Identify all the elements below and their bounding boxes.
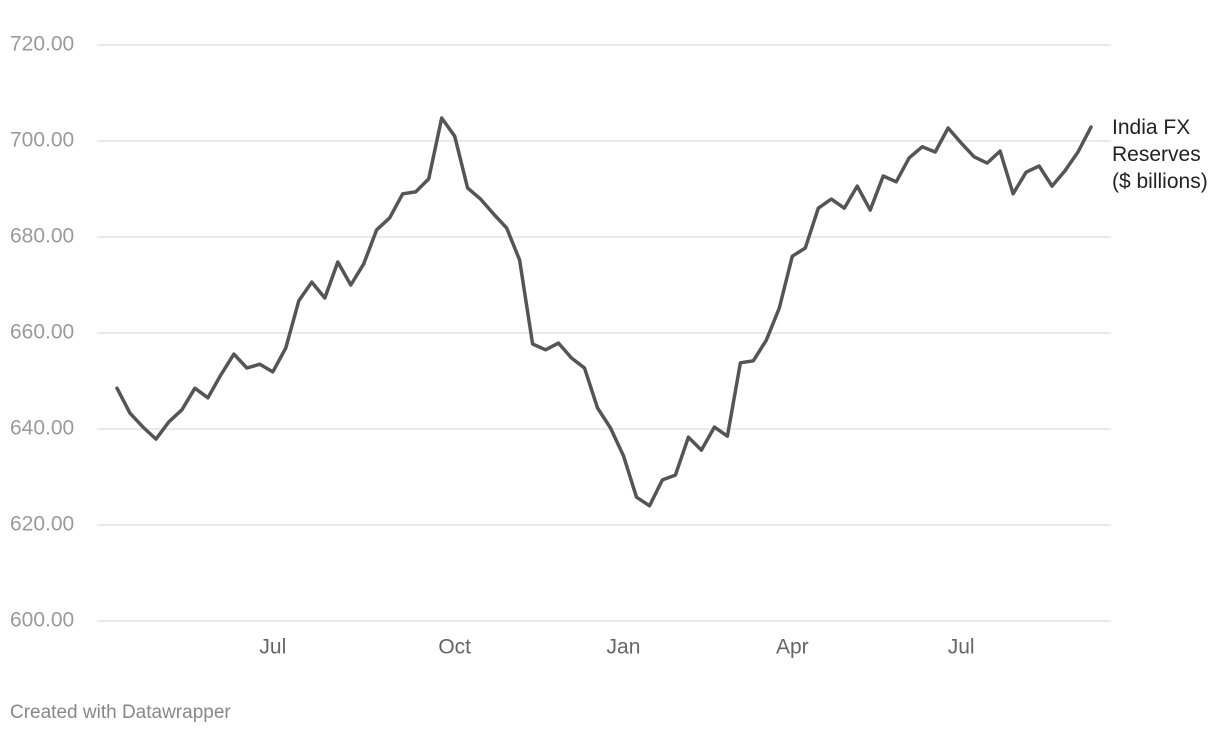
- x-tick-label: Jul: [259, 636, 286, 659]
- y-tick-label: 660.00: [10, 321, 74, 344]
- x-tick-label: Jul: [948, 636, 975, 659]
- y-tick-label: 640.00: [10, 417, 74, 440]
- y-tick-label: 720.00: [10, 33, 74, 56]
- line: [115, 116, 1093, 508]
- x-tick-label: Apr: [776, 636, 809, 659]
- x-tick-label: Jan: [607, 636, 641, 659]
- y-tick-label: 700.00: [10, 129, 74, 152]
- y-tick-label: 680.00: [10, 225, 74, 248]
- y-tick-label: 600.00: [10, 609, 74, 632]
- series-label: India FX Reserves ($ billions): [1112, 116, 1208, 193]
- x-tick-label: Oct: [438, 636, 471, 659]
- footer: Created with Datawrapper: [10, 702, 231, 723]
- y-tick-label: 620.00: [10, 513, 74, 536]
